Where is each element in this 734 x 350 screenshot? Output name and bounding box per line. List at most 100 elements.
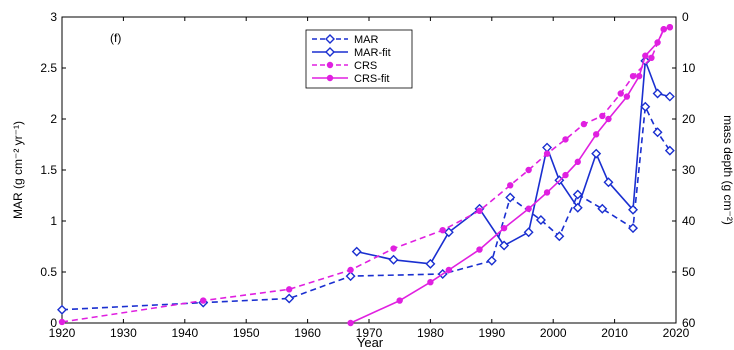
series-mar-fit <box>351 55 675 269</box>
data-point-mar <box>640 101 651 112</box>
data-point-crs <box>629 72 637 80</box>
y-tick-label-left: 2 <box>50 112 57 126</box>
data-point-crs-fit <box>347 319 354 327</box>
x-tick-label: 1940 <box>171 326 198 340</box>
data-point-mar-fit <box>425 258 436 269</box>
data-point-crs <box>599 112 606 120</box>
data-point-mar-fit <box>603 177 614 188</box>
legend-marker-crs-fit <box>326 74 334 82</box>
series-line-mar-fit <box>356 60 671 265</box>
data-point-mar <box>57 304 67 315</box>
data-point-mar-fit <box>664 91 675 102</box>
data-point-crs-fit <box>500 224 508 232</box>
y-tick-label-left: 2.5 <box>40 61 57 75</box>
data-point-mar <box>652 127 663 138</box>
data-point-crs <box>476 207 483 214</box>
data-point-mar-fit <box>628 204 639 215</box>
data-point-crs-fit <box>660 26 667 33</box>
axes: 1920 1930 1940 1950 1960 1970 1980 1990 2000 2010… <box>40 10 695 340</box>
x-tick-label: 1980 <box>417 326 444 340</box>
data-point-mar <box>505 192 516 203</box>
legend-marker-crs <box>326 61 334 69</box>
x-tick-label: 1950 <box>233 326 260 340</box>
y-tick-label-right: 30 <box>682 163 696 177</box>
data-point-crs-fit <box>592 131 600 138</box>
data-point-crs <box>562 136 569 143</box>
series-crs <box>58 24 674 326</box>
x-axis-title: Year <box>357 335 384 350</box>
data-point-crs-fit <box>396 297 403 304</box>
y-tick-label-right: 40 <box>682 214 696 228</box>
y-tick-label-right: 60 <box>682 316 696 330</box>
data-point-mar-fit <box>388 254 399 265</box>
data-point-mar-fit <box>542 142 553 153</box>
y-axis-title-left: MAR (g cm⁻² yr⁻¹) <box>11 121 25 219</box>
data-point-crs <box>525 166 532 174</box>
y-tick-label-right: 20 <box>682 112 696 126</box>
data-point-crs-fit <box>623 93 631 100</box>
data-point-mar <box>554 231 565 242</box>
data-point-mar-fit <box>351 246 362 257</box>
data-point-crs-fit <box>525 205 532 212</box>
legend-marker-mar-fit <box>325 47 335 57</box>
legend-label-crs: CRS <box>354 60 377 72</box>
x-tick-label: 2020 <box>663 326 690 340</box>
data-point-crs-fit <box>543 189 551 196</box>
data-point-mar-fit <box>499 240 510 251</box>
data-point-mar <box>664 145 675 156</box>
y-tick-label-left: 1.5 <box>40 163 57 177</box>
x-tick-label: 1960 <box>294 326 321 340</box>
x-tick-label: 2000 <box>540 326 567 340</box>
data-point-mar-fit <box>652 88 663 99</box>
data-point-mar-fit <box>523 227 534 238</box>
series-crs-fit <box>347 24 674 327</box>
data-point-crs-fit <box>574 158 581 166</box>
y-axis-title-right: mass depth (g cm⁻²) <box>721 115 734 225</box>
data-point-crs-fit <box>605 115 612 123</box>
data-point-crs-fit <box>654 39 661 46</box>
y-tick-label-right: 50 <box>682 265 696 279</box>
y-tick-label-right: 10 <box>682 61 696 75</box>
legend-label-mar-fit: MAR-fit <box>354 47 391 59</box>
y-tick-label-left: 0 <box>50 316 57 330</box>
legend-label-mar: MAR <box>354 34 379 46</box>
data-point-mar-fit <box>572 202 583 213</box>
x-tick-label: 2010 <box>601 326 628 340</box>
data-point-crs-fit <box>476 246 483 253</box>
data-point-crs-fit <box>445 266 453 274</box>
data-point-mar <box>345 271 356 282</box>
legend-label-crs-fit: CRS-fit <box>354 73 389 85</box>
data-point-crs-fit <box>635 72 643 80</box>
y-tick-label-left: 3 <box>50 10 57 24</box>
data-point-crs-fit <box>642 52 649 59</box>
data-point-crs <box>543 150 551 157</box>
data-point-mar <box>284 293 295 304</box>
data-point-crs <box>507 182 514 189</box>
x-tick-label: 1990 <box>478 326 505 340</box>
data-point-crs <box>648 54 655 61</box>
data-point-mar <box>535 214 546 225</box>
y-tick-label-left: 0.5 <box>40 265 57 279</box>
data-point-crs <box>580 120 588 128</box>
y-tick-label-right: 0 <box>682 10 689 24</box>
data-point-crs-fit <box>427 279 434 286</box>
data-point-crs-fit <box>562 171 569 179</box>
x-tick-label: 1930 <box>110 326 137 340</box>
data-point-crs <box>390 245 397 252</box>
x-tick-label: 1970 <box>356 326 383 340</box>
data-point-crs-fit <box>666 24 674 31</box>
data-point-mar <box>597 203 608 214</box>
data-point-crs <box>58 318 66 326</box>
data-point-crs <box>285 286 293 293</box>
panel-label: (f) <box>110 31 121 45</box>
data-point-crs <box>617 90 624 97</box>
series-line-crs <box>61 26 671 323</box>
y-tick-label-left: 1 <box>50 214 57 228</box>
data-point-mar <box>572 189 583 200</box>
data-point-crs <box>200 297 207 304</box>
data-point-crs <box>439 226 446 234</box>
data-point-mar-fit <box>443 227 454 238</box>
data-point-mar <box>486 255 497 266</box>
